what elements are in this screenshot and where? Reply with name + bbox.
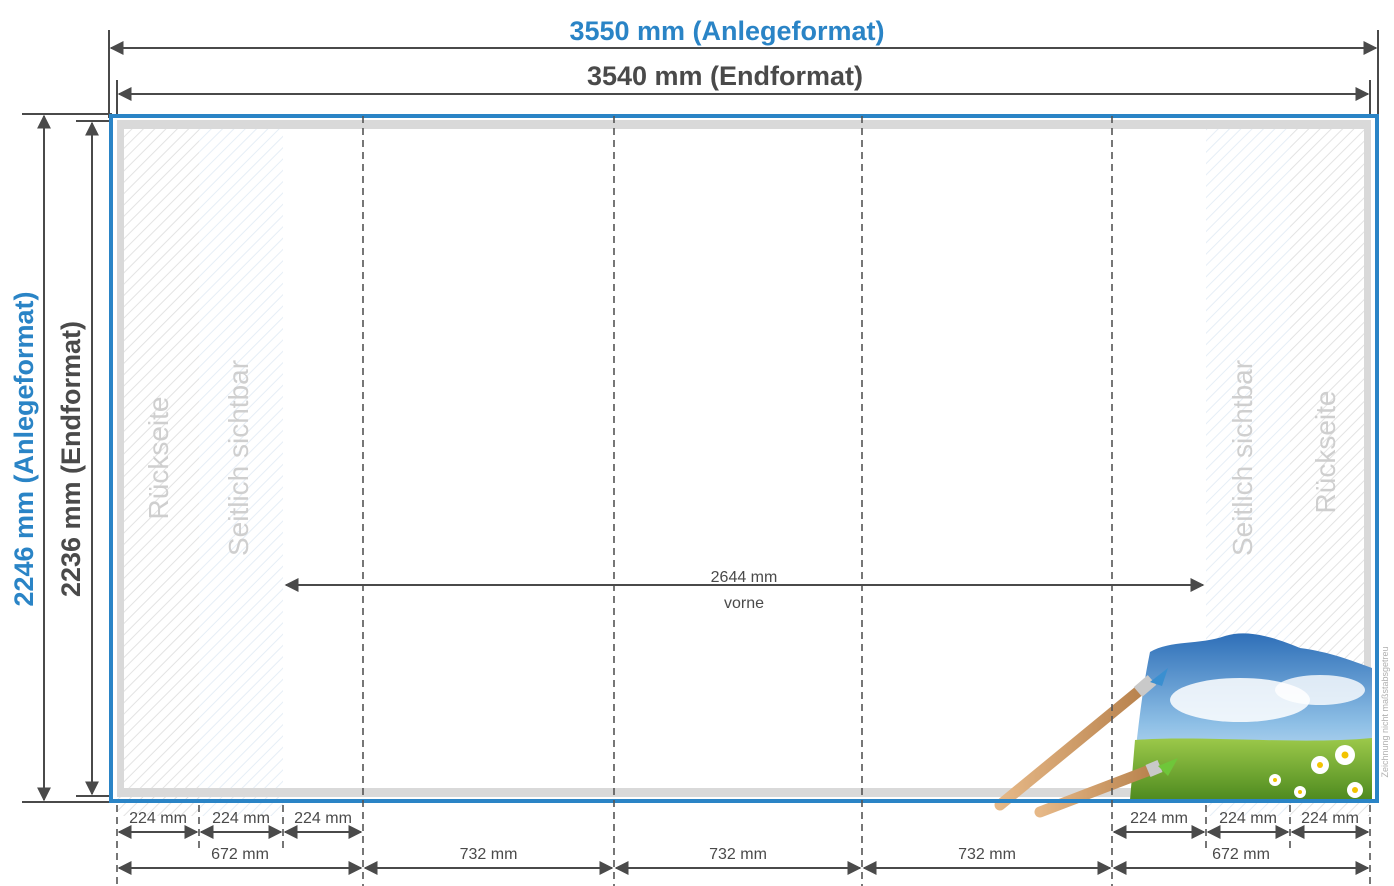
front-dimension: 2644 mm vorne	[284, 569, 1205, 612]
small-dimension-3-label: 224 mm	[294, 810, 352, 827]
zone-side-right-label: Seitlich sichtbar	[1227, 360, 1258, 556]
front-value: 2644 mm	[711, 569, 778, 586]
zone-side-left	[199, 122, 283, 816]
panel-dimension-5-label: 672 mm	[1212, 846, 1270, 863]
height-end-label: 2236 mm (Endformat)	[56, 321, 86, 597]
small-dimension-1-label: 224 mm	[129, 810, 187, 827]
panel-dimension-2-label: 732 mm	[460, 846, 518, 863]
width-end-label: 3540 mm (Endformat)	[587, 61, 863, 91]
front-label: vorne	[724, 595, 764, 612]
extension-lines	[22, 30, 1379, 803]
height-end-dimension: 2236 mm (Endformat)	[56, 121, 99, 796]
zone-side-left-label: Seitlich sichtbar	[223, 360, 254, 556]
paint-brush-illustration	[994, 633, 1372, 818]
small-dimension-2-label: 224 mm	[212, 810, 270, 827]
scale-note: Zeichnung nicht maßstabsgetreu	[1380, 646, 1390, 777]
fold-lines	[116, 116, 1371, 886]
width-anlege-dimension: 3550 mm (Anlegeformat)	[109, 16, 1378, 55]
small-dimension-5-label: 224 mm	[1219, 810, 1277, 827]
zone-back-left	[117, 122, 199, 816]
panel-dimension-3-label: 732 mm	[709, 846, 767, 863]
small-dimension-4-label: 224 mm	[1130, 810, 1188, 827]
height-anlege-dimension: 2246 mm (Anlegeformat)	[9, 114, 51, 802]
zone-back-left-label: Rückseite	[143, 397, 174, 520]
zone-back-right-label: Rückseite	[1310, 391, 1341, 514]
panel-dimension-1-label: 672 mm	[211, 846, 269, 863]
width-anlege-label: 3550 mm (Anlegeformat)	[569, 16, 884, 46]
height-anlege-label: 2246 mm (Anlegeformat)	[9, 291, 39, 606]
width-end-dimension: 3540 mm (Endformat)	[117, 61, 1370, 101]
small-dimension-6-label: 224 mm	[1301, 810, 1359, 827]
bottom-large-dimensions: 672 mm 732 mm 732 mm 732 mm 672 mm	[117, 846, 1370, 875]
anlege-frame	[109, 114, 1379, 803]
bottom-small-dimensions: 224 mm 224 mm 224 mm 224 mm 224 mm 224 mm	[117, 810, 1370, 839]
panel-dimension-4-label: 732 mm	[958, 846, 1016, 863]
